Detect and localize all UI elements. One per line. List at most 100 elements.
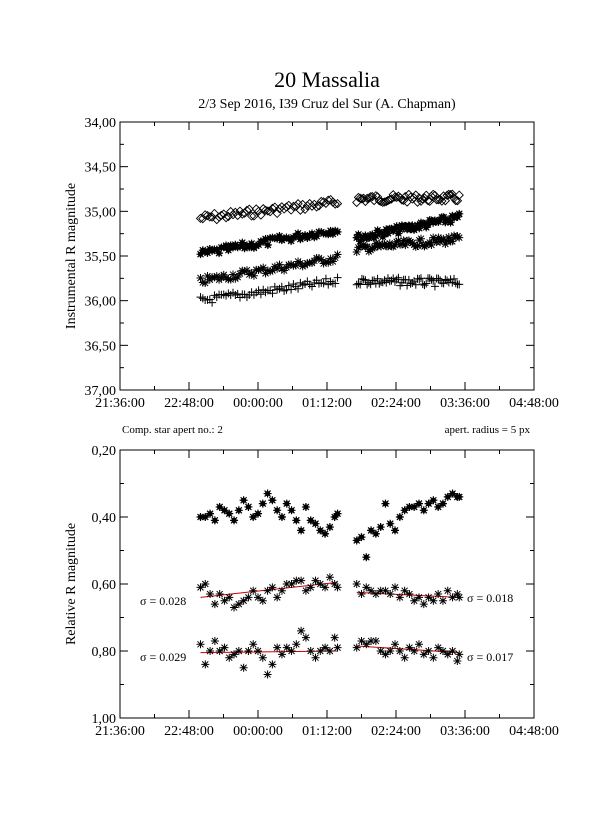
plus-marker (319, 279, 328, 288)
diamond-marker (246, 211, 257, 221)
asterisk-marker (298, 262, 307, 271)
asterisk-marker (371, 239, 380, 248)
asterisk-marker (321, 643, 330, 652)
diamond-marker (249, 211, 259, 221)
filled-star-marker (321, 529, 330, 538)
diamond-marker (230, 207, 240, 217)
filled-star-marker (415, 499, 423, 508)
asterisk-marker (301, 586, 310, 595)
sigma-left-upper: σ = 0.028 (140, 594, 186, 608)
asterisk-marker (367, 586, 376, 595)
asterisk-marker (287, 647, 296, 655)
plus-marker (364, 278, 373, 287)
asterisk-marker (352, 247, 361, 256)
asterisk-marker (238, 266, 247, 275)
asterisk-marker (367, 636, 376, 645)
asterisk-marker (324, 258, 333, 267)
asterisk-marker (443, 650, 452, 659)
diamond-marker (442, 190, 452, 201)
filled-star-marker (268, 496, 277, 505)
asterisk-marker (226, 275, 235, 284)
asterisk-marker (254, 265, 263, 274)
filled-star-marker (306, 516, 315, 525)
plus-marker (287, 285, 296, 294)
diamond-marker (447, 189, 457, 199)
asterisk-marker (306, 647, 315, 655)
asterisk-marker (301, 633, 310, 642)
asterisk-marker (439, 234, 448, 243)
diamond-marker (362, 193, 372, 203)
asterisk-marker (201, 580, 210, 588)
filled-star-marker (230, 516, 239, 525)
asterisk-marker (411, 242, 420, 251)
diamond-marker (258, 203, 268, 214)
y-tick-label: 0,80 (92, 645, 117, 660)
plus-marker (389, 274, 398, 283)
asterisk-marker (240, 267, 249, 276)
filled-star-marker (391, 526, 400, 535)
asterisk-marker (282, 643, 291, 652)
asterisk-marker (362, 583, 371, 592)
asterisk-marker (220, 596, 229, 605)
plus-marker (430, 282, 439, 291)
asterisk-marker (268, 583, 277, 592)
diamond-marker (212, 214, 222, 225)
y-tick-label: 34,50 (85, 161, 117, 176)
asterisk-marker (330, 580, 339, 588)
x-tick-label: 02:24:00 (371, 724, 421, 739)
asterisk-marker (249, 586, 258, 595)
diamond-marker (421, 190, 431, 200)
asterisk-marker (328, 257, 337, 266)
plus-marker (366, 280, 375, 289)
asterisk-marker (297, 576, 306, 585)
asterisk-marker (333, 643, 342, 652)
aperture-note: Comp. star apert no.: 2 (122, 424, 223, 436)
asterisk-marker (263, 586, 272, 595)
asterisk-marker (395, 593, 404, 602)
diamond-marker (355, 193, 365, 203)
asterisk-marker (242, 266, 251, 275)
diamond-marker (378, 197, 388, 208)
bottom-panel: Comp. star apert no.: 2 apert. radius = … (64, 424, 559, 739)
asterisk-marker (415, 593, 423, 602)
asterisk-marker (405, 590, 414, 599)
filled-star-marker (277, 513, 286, 521)
asterisk-marker (249, 271, 258, 280)
asterisk-marker (427, 241, 436, 250)
filled-star-marker (273, 506, 282, 515)
plus-marker (392, 275, 401, 284)
filled-star-marker (316, 526, 325, 535)
plus-marker (411, 280, 420, 289)
filled-star-marker (386, 519, 395, 528)
filled-star-marker (222, 241, 231, 250)
diamond-marker (267, 203, 278, 213)
diamond-marker (444, 189, 454, 199)
asterisk-marker (417, 234, 426, 243)
asterisk-marker (376, 586, 385, 595)
filled-star-marker (333, 509, 342, 518)
plus-marker (268, 289, 277, 298)
diamond-marker (265, 207, 275, 217)
asterisk-marker (444, 233, 453, 242)
filled-star-marker (333, 227, 342, 236)
diamond-marker (332, 198, 343, 209)
x-tick-label: 00:00:00 (233, 724, 283, 739)
bottom-plot-frame (119, 449, 535, 719)
asterisk-marker (352, 643, 361, 652)
filled-star-marker (301, 502, 310, 511)
plus-marker (427, 275, 436, 284)
plus-marker (451, 279, 460, 288)
asterisk-marker (441, 239, 450, 248)
chart-subtitle: 2/3 Sep 2016, I39 Cruz del Sur (A. Chapm… (198, 97, 456, 112)
asterisk-marker (378, 240, 387, 249)
plus-marker (394, 273, 403, 282)
filled-star-marker (297, 526, 306, 535)
asterisk-marker (424, 593, 433, 602)
filled-star-marker (210, 516, 219, 525)
asterisk-marker (254, 647, 262, 655)
asterisk-marker (201, 279, 210, 288)
asterisk-marker (201, 660, 210, 669)
plus-marker (404, 275, 413, 284)
asterisk-marker (370, 243, 379, 252)
plus-marker (357, 274, 366, 283)
